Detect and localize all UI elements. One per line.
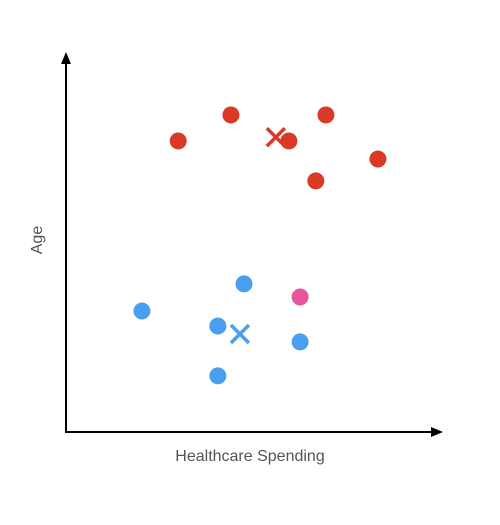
- point: [169, 132, 187, 150]
- point: [235, 275, 253, 293]
- point: [133, 302, 151, 320]
- centroid-marker: [229, 323, 251, 345]
- point: [369, 150, 387, 168]
- point: [280, 132, 298, 150]
- centroid-marker: [265, 126, 287, 148]
- point: [317, 106, 335, 124]
- point: [209, 367, 227, 385]
- point: [291, 288, 309, 306]
- point: [209, 317, 227, 335]
- point: [291, 333, 309, 351]
- x-axis-arrow: [431, 427, 443, 437]
- point: [222, 106, 240, 124]
- x-axis-label: Healthcare Spending: [175, 448, 324, 465]
- y-axis-arrow: [61, 52, 71, 64]
- y-axis-label: Age: [29, 226, 46, 255]
- point: [307, 172, 325, 190]
